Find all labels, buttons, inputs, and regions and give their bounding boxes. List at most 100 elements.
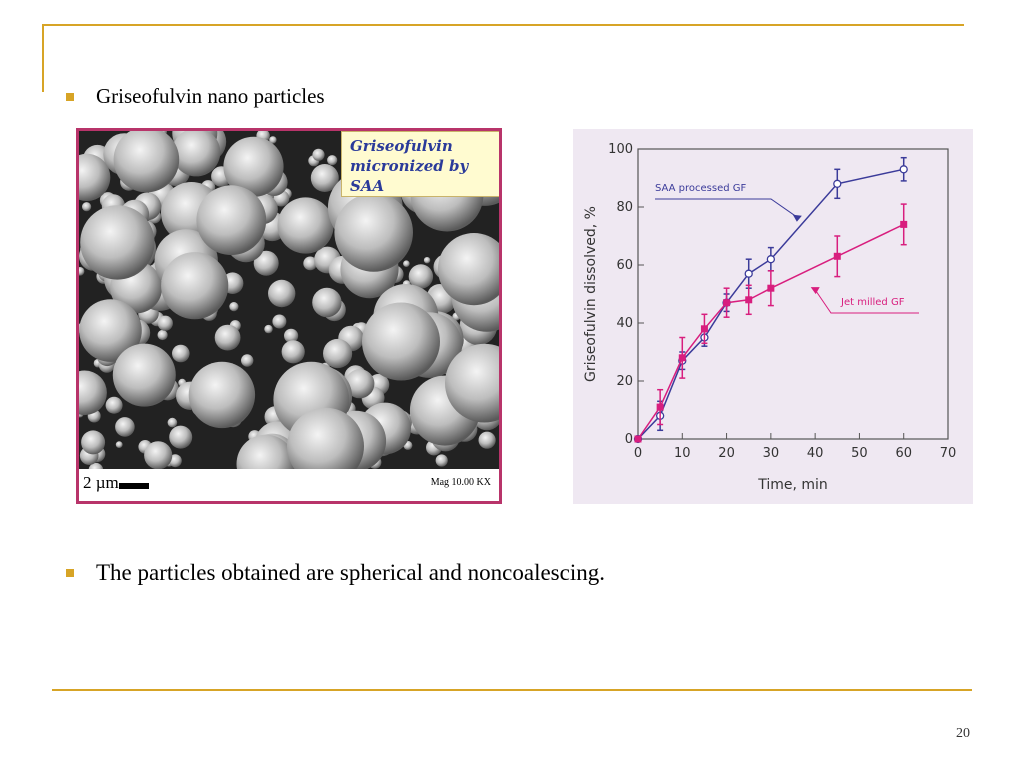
x-axis-label: Time, min — [757, 477, 828, 493]
particle — [229, 302, 239, 312]
magnification-label: Mag 10.00 KX — [430, 477, 491, 488]
particle — [437, 233, 499, 306]
annotation-saa-arrow — [655, 198, 799, 219]
particle — [223, 136, 284, 197]
y-tick-label: 100 — [608, 142, 633, 157]
particle — [345, 369, 375, 399]
scale-bar — [119, 483, 149, 489]
dissolution-chart: 0 10 20 30 40 50 60 70 0 20 40 60 80 100 Time, min Gris… — [573, 129, 973, 504]
particle — [157, 329, 168, 341]
particle — [281, 340, 305, 364]
sem-micrograph: Griseofulvin micronized by SAA 2 µm Mag … — [76, 128, 502, 504]
chart-svg: 0 10 20 30 40 50 60 70 0 20 40 60 80 100 Time, min Gris… — [583, 142, 957, 493]
particle — [115, 441, 123, 448]
particle — [80, 205, 155, 280]
data-point — [767, 284, 775, 292]
x-tick-label: 40 — [807, 446, 824, 461]
bullet-item-1: Griseofulvin nano particles — [66, 84, 325, 109]
annotation-jet-arrow — [814, 288, 919, 314]
annotation-saa: SAA processed GF — [655, 183, 747, 194]
particle — [157, 315, 173, 331]
y-tick-label: 0 — [625, 432, 633, 447]
page-number: 20 — [956, 726, 970, 741]
bullet-text-2: The particles obtained are spherical and… — [96, 560, 605, 585]
particle — [423, 257, 431, 264]
data-point — [900, 220, 908, 228]
particle — [112, 343, 176, 407]
data-point — [700, 325, 708, 333]
particle — [277, 197, 334, 254]
particle — [327, 155, 338, 166]
bullet-text-1: Griseofulvin nano particles — [96, 84, 325, 108]
left-rule — [42, 24, 44, 92]
sem-caption-line-2: micronized by SAA — [350, 157, 469, 195]
sem-caption-line-1: Griseofulvin — [350, 137, 453, 155]
sem-scale-strip: 2 µm Mag 10.00 KX — [79, 469, 499, 501]
y-tick-label: 80 — [616, 200, 633, 215]
particle — [287, 407, 364, 485]
particle — [81, 430, 106, 455]
bullet-item-2: The particles obtained are spherical and… — [66, 560, 605, 586]
particle — [310, 164, 339, 192]
y-tick-label: 60 — [616, 258, 633, 273]
particle — [169, 425, 193, 449]
x-tick-label: 70 — [940, 446, 957, 461]
particle — [188, 361, 256, 429]
particle — [79, 267, 85, 276]
data-point — [833, 179, 842, 188]
particle — [264, 324, 273, 334]
x-tick-label: 10 — [674, 446, 691, 461]
y-axis-label: Griseofulvin dissolved, % — [583, 206, 599, 382]
particle — [196, 185, 267, 256]
particle — [241, 354, 254, 367]
data-point — [744, 269, 753, 278]
particle — [253, 250, 279, 276]
sem-caption-box: Griseofulvin micronized by SAA — [341, 131, 499, 197]
particle — [312, 148, 325, 161]
particle — [408, 264, 434, 289]
plot-area — [637, 148, 949, 440]
annotation-jet: Jet milled GF — [840, 297, 905, 308]
particle — [362, 302, 440, 381]
particle — [82, 202, 92, 212]
particle — [172, 131, 221, 177]
particle — [435, 454, 448, 467]
particle — [214, 324, 241, 351]
particle — [272, 314, 287, 329]
bullet-square-icon — [66, 92, 74, 101]
particle — [334, 193, 413, 272]
annotation-jet-arrowhead — [810, 287, 820, 295]
x-tick-label: 50 — [851, 446, 868, 461]
data-point — [678, 354, 686, 362]
scale-label: 2 µm — [83, 473, 119, 492]
particle — [284, 328, 299, 343]
particle — [144, 441, 173, 470]
x-tick-label: 20 — [718, 446, 735, 461]
particle — [172, 344, 190, 363]
x-tick-label: 60 — [895, 446, 912, 461]
particle — [323, 338, 353, 369]
particle — [312, 287, 342, 318]
particle — [167, 417, 178, 428]
bullet-square-icon — [66, 569, 74, 577]
particle — [105, 396, 123, 414]
particle — [79, 299, 142, 362]
particle — [113, 131, 180, 193]
data-point — [766, 255, 776, 264]
particle — [79, 153, 111, 201]
particle — [403, 260, 410, 267]
data-point — [634, 435, 642, 443]
y-tick-label: 40 — [616, 316, 633, 331]
particle — [303, 256, 318, 271]
data-point — [833, 252, 841, 260]
x-tick-label: 0 — [634, 446, 642, 461]
particle — [79, 370, 107, 416]
data-point — [899, 165, 908, 174]
particle — [161, 252, 229, 320]
top-rule — [42, 24, 964, 26]
data-point — [656, 403, 664, 411]
x-tick-label: 30 — [763, 446, 780, 461]
particle — [115, 417, 135, 437]
annotation-saa-arrowhead — [792, 214, 802, 222]
particle — [478, 431, 496, 449]
